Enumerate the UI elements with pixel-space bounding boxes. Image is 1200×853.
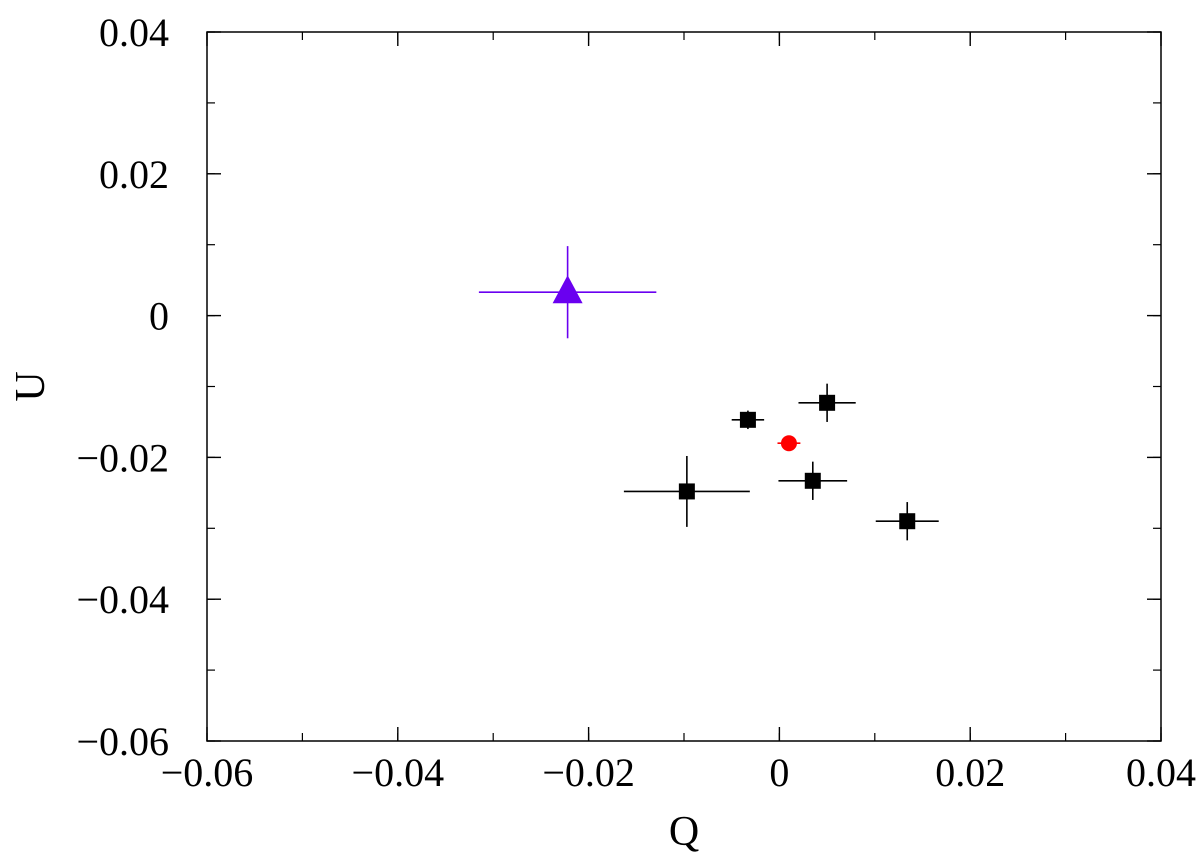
x-tick-label: −0.06 (161, 750, 254, 795)
square-marker (819, 394, 836, 411)
x-tick-label: 0 (769, 750, 789, 795)
axis-ticks (206, 31, 1162, 742)
triangle-marker (552, 275, 583, 304)
x-axis-title: Q (669, 809, 699, 853)
square-marker (678, 483, 695, 500)
square-marker (739, 411, 756, 428)
data-point-triangle (478, 246, 657, 339)
y-tick-label: −0.02 (76, 435, 169, 480)
square-marker (804, 472, 821, 489)
data-point-square (875, 502, 939, 541)
x-tick-label: −0.02 (542, 750, 635, 795)
y-tick-label: −0.04 (76, 577, 169, 622)
data-point-circle (777, 435, 801, 452)
x-tick-label: −0.04 (352, 750, 445, 795)
y-tick-label: 0.04 (99, 10, 169, 55)
x-tick-label: 0.04 (1126, 750, 1196, 795)
data-point-square (731, 410, 765, 430)
data-point-square (798, 383, 856, 422)
x-tick-labels: −0.06 −0.04 −0.02 0 0.02 0.04 (161, 750, 1196, 795)
plot-frame (206, 31, 1162, 742)
square-marker (899, 513, 916, 530)
data-point-square (623, 455, 750, 527)
y-tick-labels: −0.06 −0.04 −0.02 0 0.02 0.04 (76, 10, 169, 764)
x-tick-label: 0.02 (935, 750, 1005, 795)
data-points (478, 246, 939, 541)
y-tick-label: 0.02 (99, 152, 169, 197)
y-tick-label: 0 (149, 294, 169, 339)
circle-marker (780, 435, 797, 452)
data-point-square (778, 461, 848, 500)
y-tick-label: −0.06 (76, 719, 169, 764)
y-axis-title: U (8, 371, 54, 401)
